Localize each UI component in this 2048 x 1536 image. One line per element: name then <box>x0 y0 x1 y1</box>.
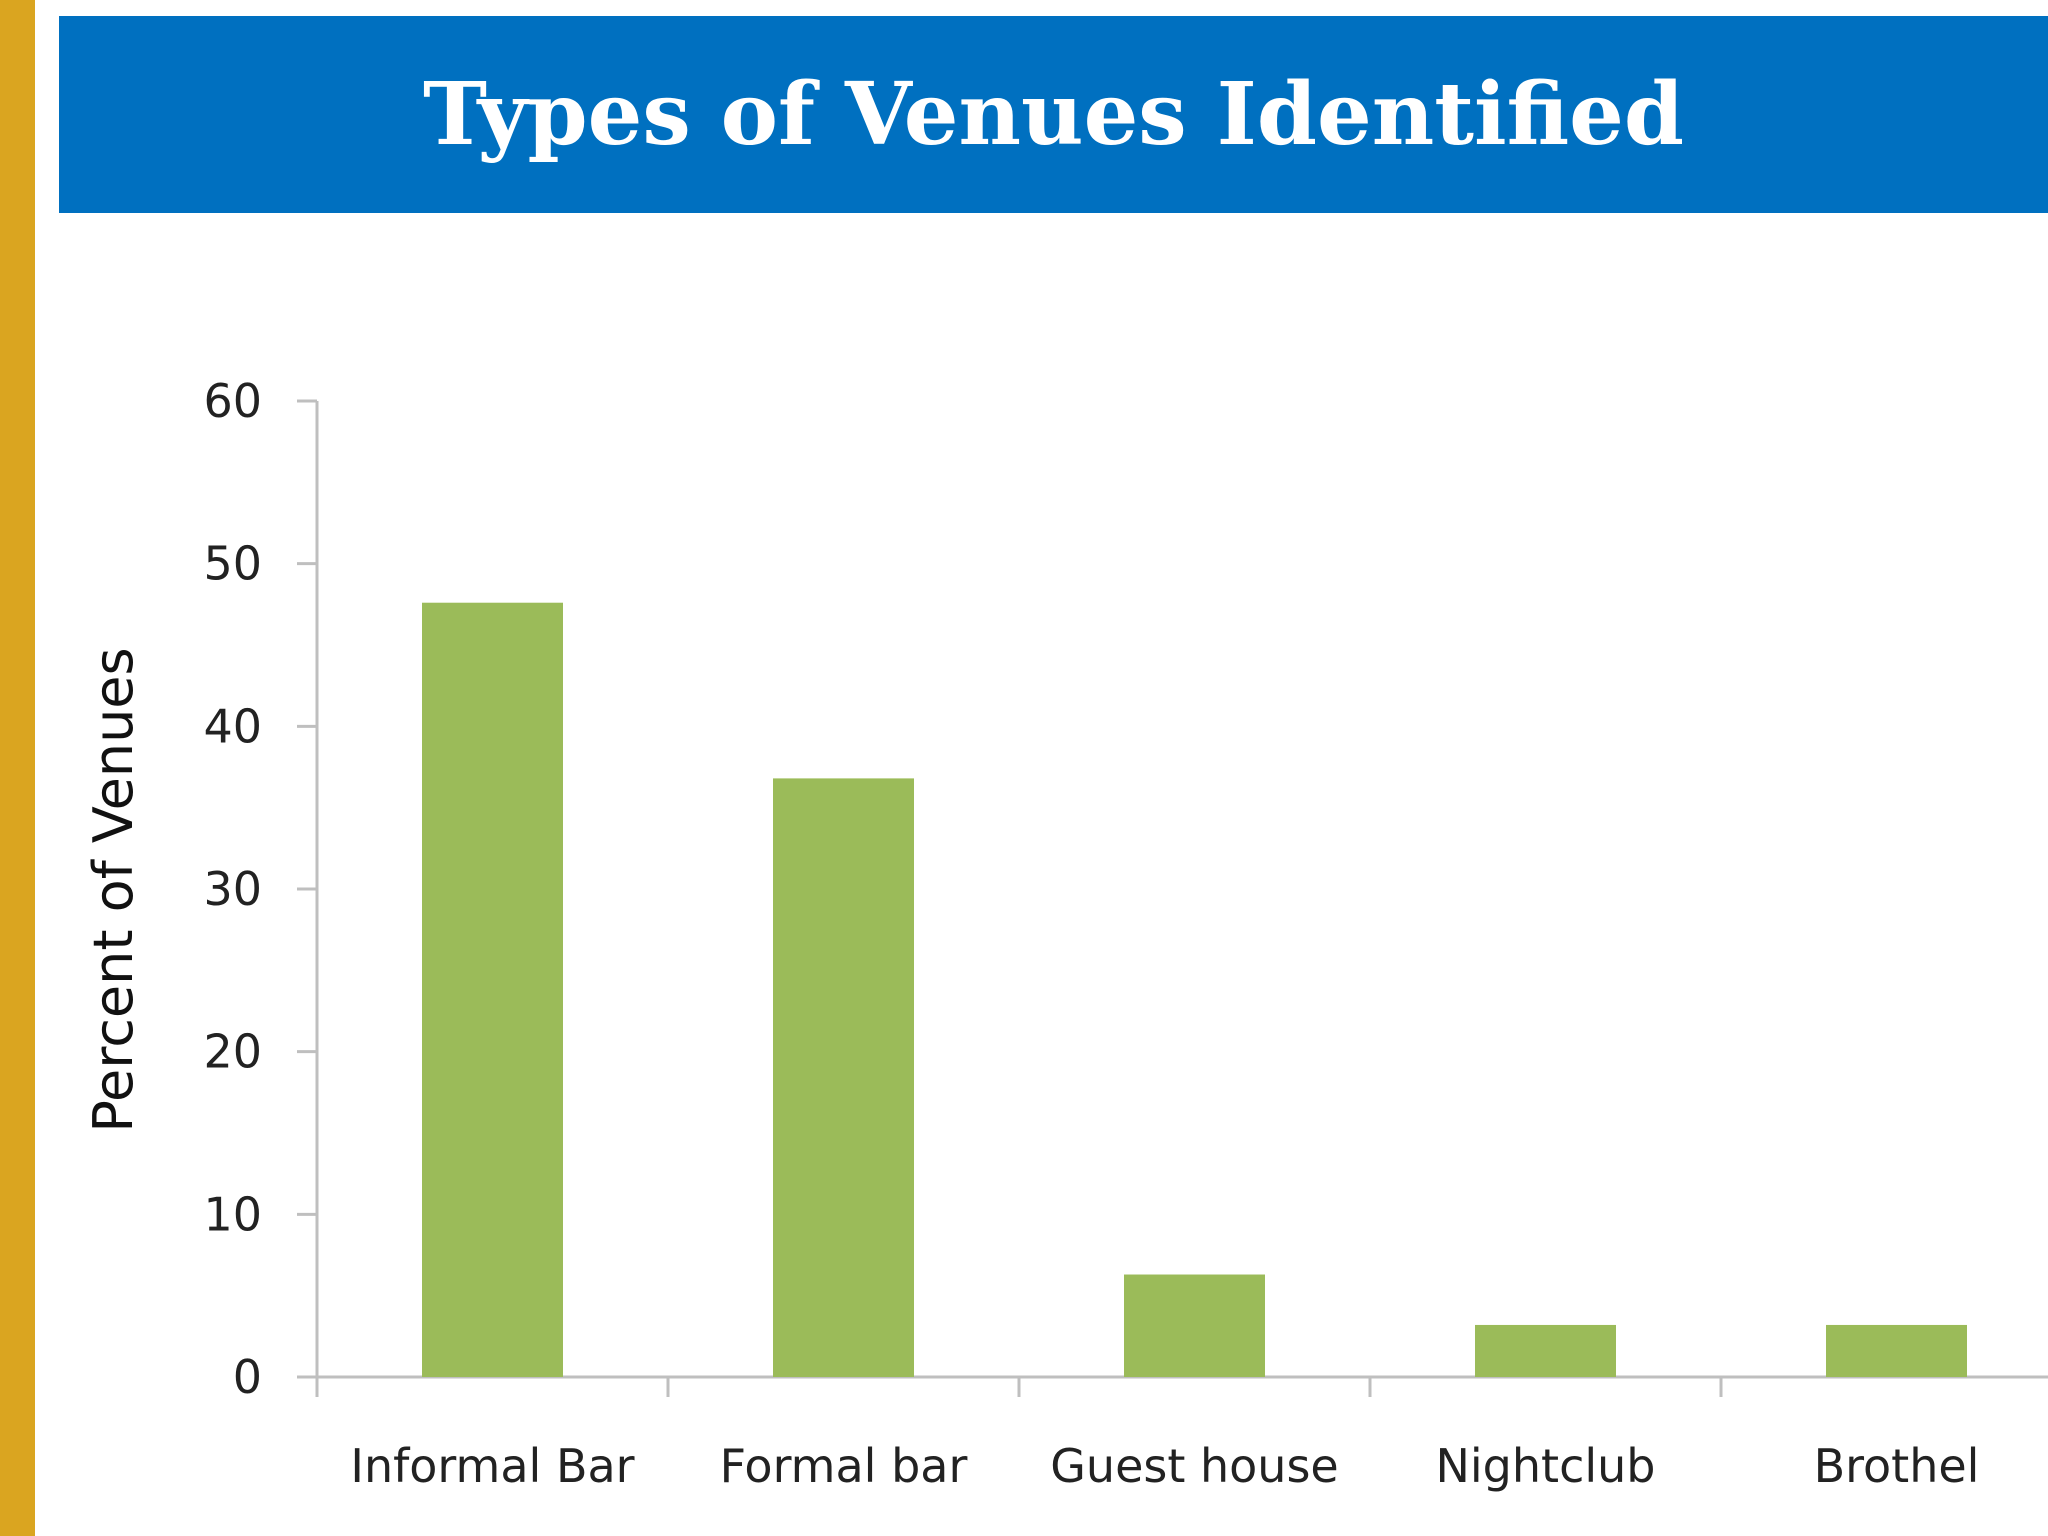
y-tick-label-50: 50 <box>203 537 262 591</box>
bar-brothel <box>1826 1324 1967 1377</box>
bar-guest-house <box>1124 1274 1265 1377</box>
x-category-label-informal-bar: Informal Bar <box>350 1439 634 1493</box>
bar-informal-bar <box>422 602 563 1377</box>
y-tick-label-20: 20 <box>203 1025 262 1079</box>
x-category-label-formal-bar: Formal bar <box>720 1439 968 1493</box>
y-axis-label: Percent of Venues <box>82 647 145 1132</box>
title-band: Types of Venues Identified <box>59 16 2048 213</box>
chart-labels: 0 10 20 30 40 50 60 Informal Bar Formal bar Guest… <box>203 374 1979 1493</box>
left-accent-bar <box>0 0 35 1536</box>
y-tick-label-40: 40 <box>203 699 262 753</box>
x-category-label-nightclub: Nightclub <box>1435 1439 1655 1493</box>
bar-nightclub <box>1475 1324 1616 1377</box>
x-category-label-brothel: Brothel <box>1814 1439 1980 1493</box>
y-tick-label-60: 60 <box>203 374 262 428</box>
bar-formal-bar <box>773 778 914 1377</box>
y-tick-label-10: 10 <box>203 1187 262 1241</box>
y-tick-label-0: 0 <box>233 1350 262 1404</box>
slide-title: Types of Venues Identified <box>422 64 1685 165</box>
y-tick-label-30: 30 <box>203 862 262 916</box>
x-category-label-guest-house: Guest house <box>1050 1439 1338 1493</box>
chart-bars <box>422 602 1967 1377</box>
